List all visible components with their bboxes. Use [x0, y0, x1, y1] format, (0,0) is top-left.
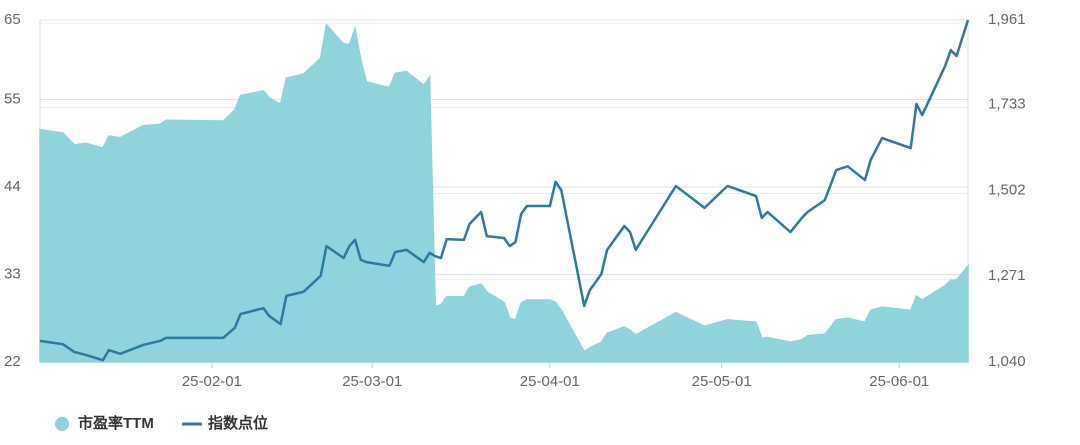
legend-swatch [55, 417, 69, 431]
y2-tick-label: 1,271 [988, 267, 1026, 284]
y-tick-label: 33 [4, 265, 21, 282]
x-tick-label: 25-05-01 [692, 373, 752, 390]
y2-tick-label: 1,040 [988, 353, 1026, 370]
legend-label: 指数点位 [208, 414, 268, 432]
y-tick-label: 55 [4, 91, 21, 108]
legend: 市盈率TTM 指数点位 [55, 414, 268, 432]
legend-label: 市盈率TTM [78, 414, 154, 432]
x-tick-label: 25-03-01 [342, 373, 402, 390]
area [39, 23, 969, 363]
y2-tick-label: 1,733 [988, 96, 1026, 113]
y2-tick-label: 1,502 [988, 181, 1026, 198]
y-tick-label: 22 [4, 353, 21, 370]
x-tick-label: 25-02-01 [182, 373, 242, 390]
y-tick-label: 44 [4, 178, 21, 195]
x-tick-label: 25-06-01 [869, 373, 929, 390]
y-tick-label: 65 [4, 11, 21, 28]
x-tick-label: 25-04-01 [520, 373, 580, 390]
line [39, 19, 970, 362]
y2-tick-label: 1,961 [988, 11, 1026, 28]
